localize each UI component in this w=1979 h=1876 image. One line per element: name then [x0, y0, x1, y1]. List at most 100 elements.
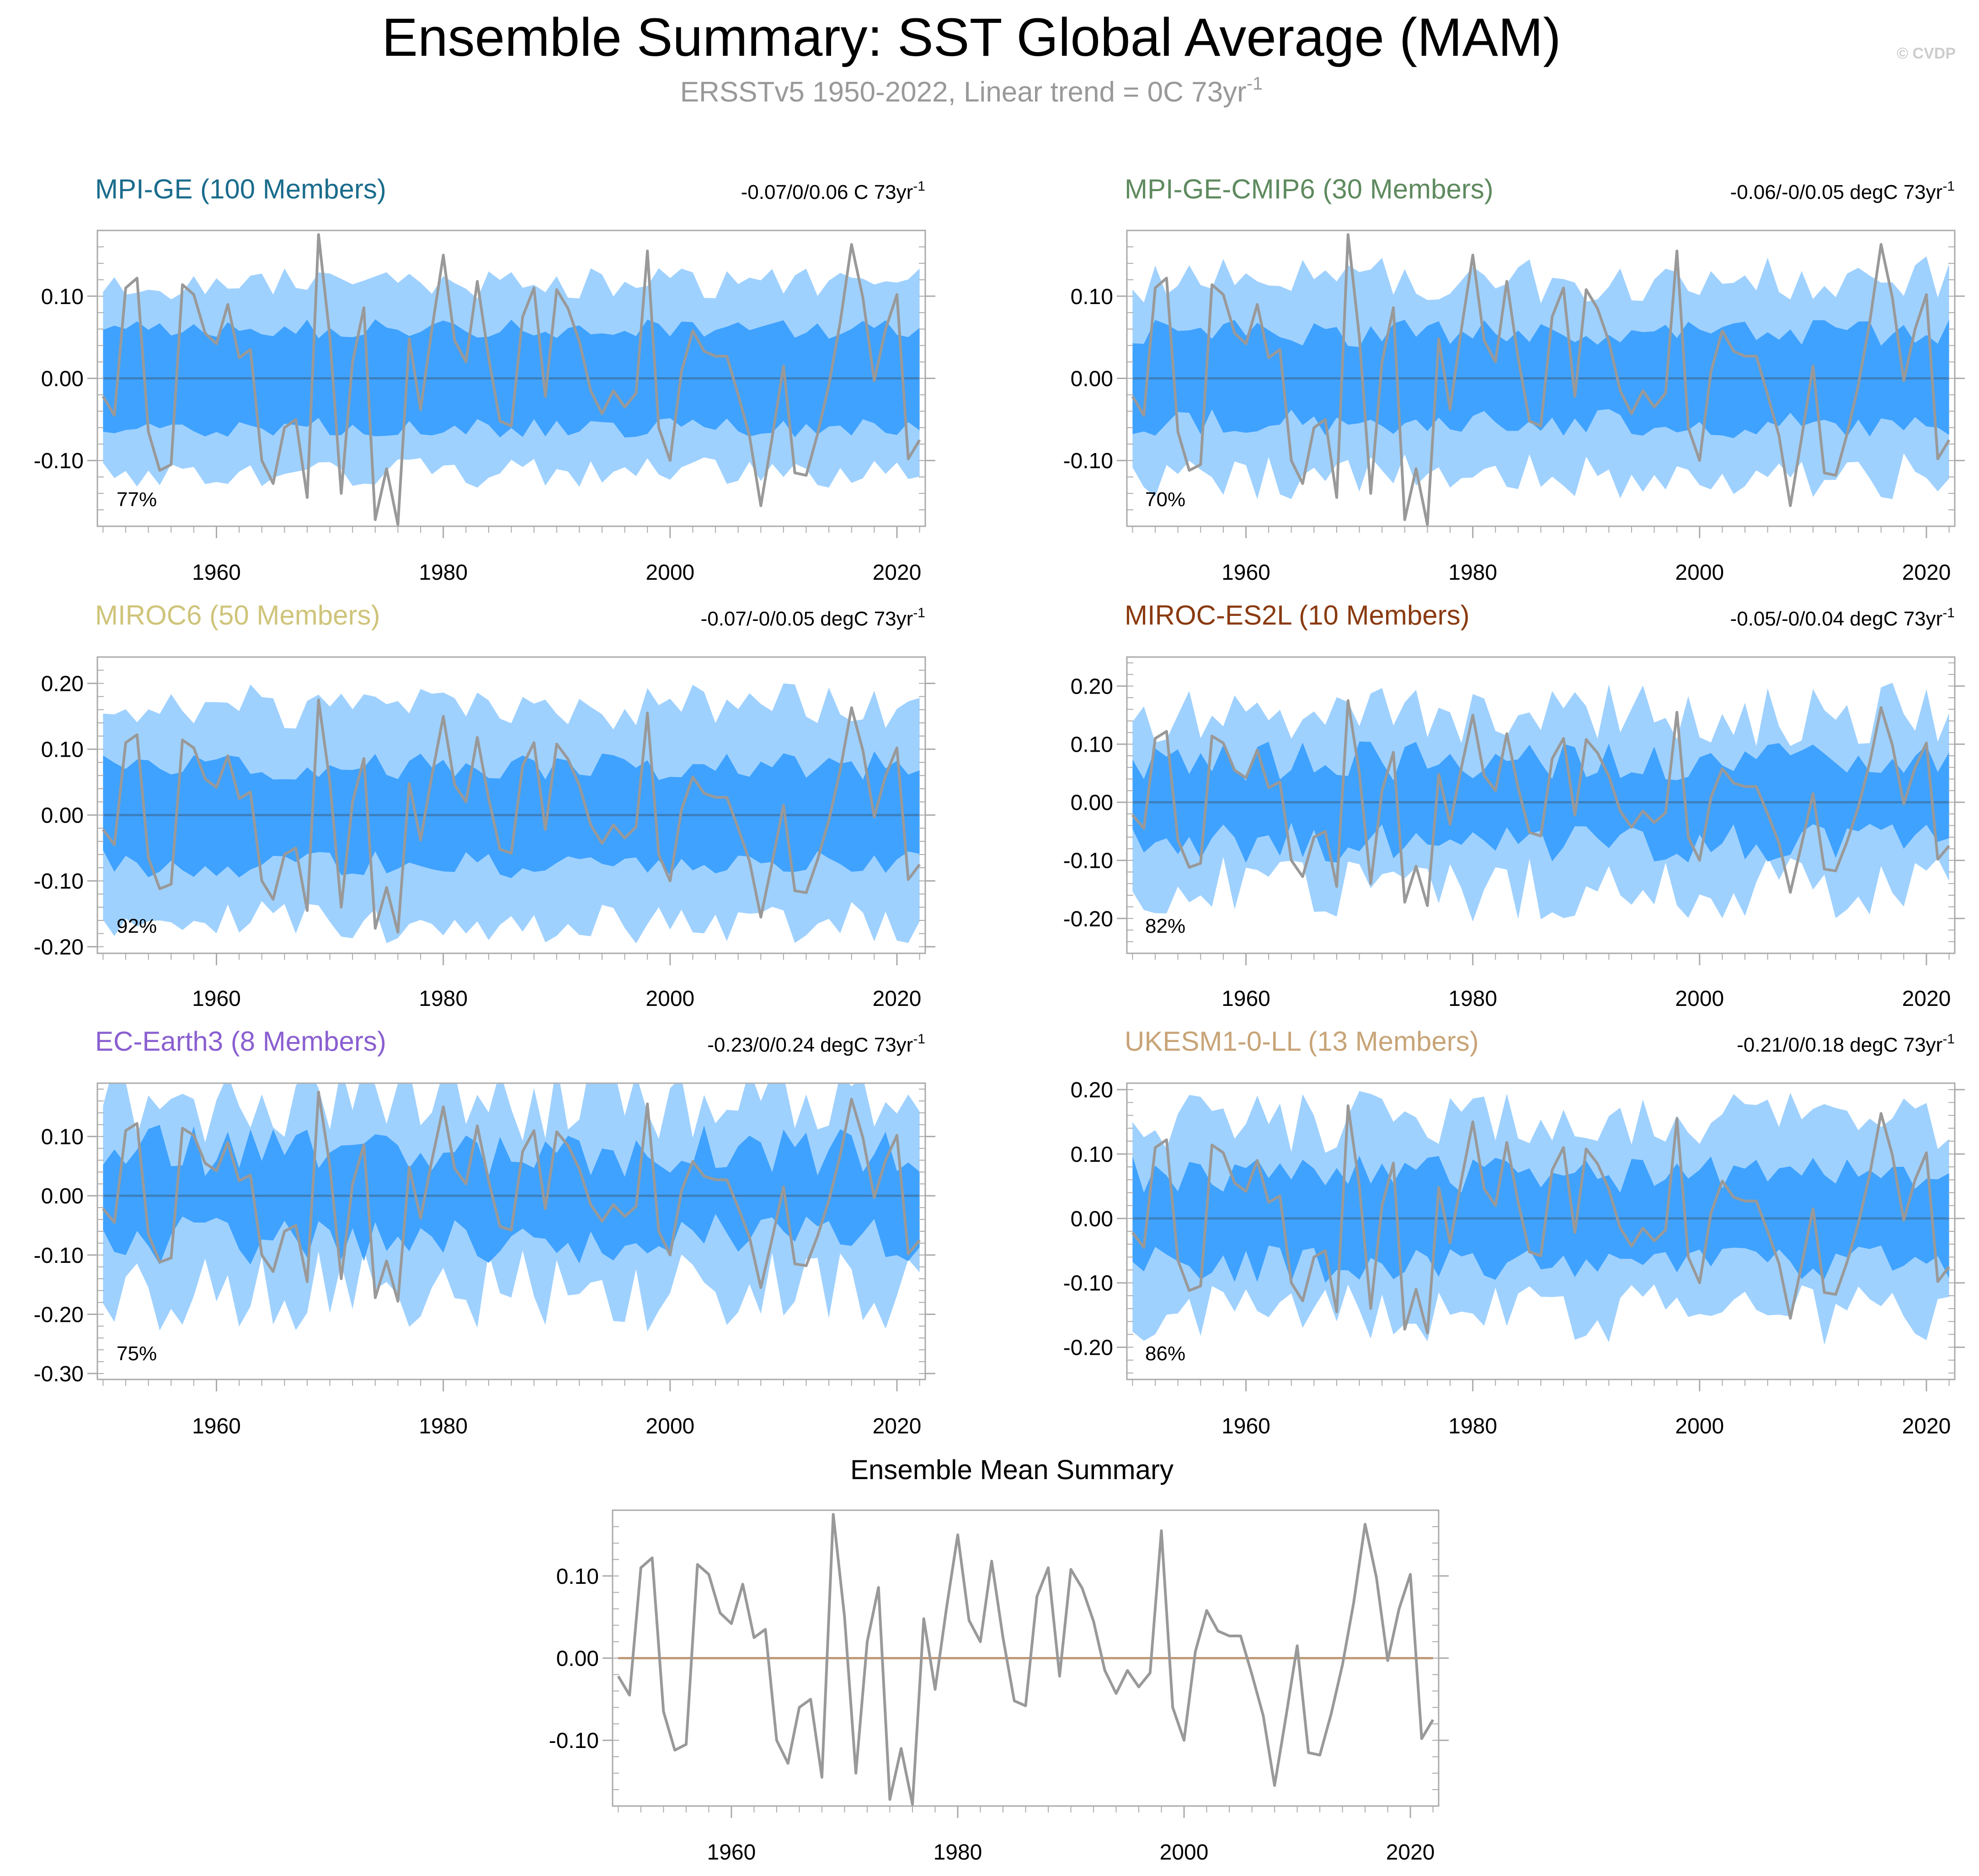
- chart-panel: Ensemble Mean Summary -0.10 0.00 0.10 1960 19…: [549, 1454, 1449, 1865]
- subtitle: ERSSTv5 1950-2022, Linear trend = 0C 73y…: [680, 74, 1263, 108]
- x-tick-label: 1960: [707, 1840, 756, 1865]
- x-tick-label: 2020: [873, 987, 922, 1011]
- y-tick-label: -0.10: [1063, 449, 1113, 473]
- x-tick-label: 1960: [192, 561, 241, 585]
- y-tick-label: -0.20: [34, 935, 84, 960]
- percent-within-range-label: 82%: [1145, 915, 1185, 937]
- x-tick-label: 2000: [645, 987, 694, 1011]
- observation-line: [1131, 699, 1950, 907]
- trend-range-label: -0.07/0/0.06 C 73yr-1: [741, 179, 925, 203]
- x-tick-label: 2020: [1902, 561, 1951, 585]
- trend-range-superscript: -1: [913, 179, 925, 194]
- panel-title: EC-Earth3 (8 Members): [95, 1026, 386, 1057]
- y-tick-label: 0.10: [556, 1565, 599, 1589]
- trend-range-label: -0.23/0/0.24 degC 73yr-1: [707, 1032, 925, 1056]
- x-tick-label: 1960: [1222, 1414, 1270, 1438]
- y-tick-label: 0.20: [1071, 1078, 1113, 1102]
- x-tick-label: 1980: [419, 1414, 468, 1438]
- percent-within-range-label: 86%: [1145, 1342, 1185, 1365]
- panel-title: MIROC-ES2L (10 Members): [1125, 600, 1470, 631]
- plot-area: [1131, 1091, 1950, 1345]
- percent-within-range-label: 70%: [1145, 488, 1185, 511]
- subtitle-text: ERSSTv5 1950-2022, Linear trend = 0C 73y…: [680, 76, 1247, 108]
- plot-area: [102, 1083, 921, 1332]
- chart-panel: MPI-GE-CMIP6 (30 Members) -0.06/-0/0.05 d…: [1063, 174, 1965, 585]
- chart-panel: MIROC6 (50 Members) -0.07/-0/0.05 degC 73…: [34, 600, 935, 1011]
- trend-range-label: -0.05/-0/0.04 degC 73yr-1: [1730, 605, 1955, 630]
- trend-range-text: -0.06/-0/0.05 degC 73yr: [1730, 181, 1943, 203]
- trend-range-superscript: -1: [913, 605, 925, 620]
- x-tick-label: 1960: [192, 1414, 241, 1438]
- plot-area: [1131, 683, 1950, 922]
- x-tick-label: 1980: [1448, 1414, 1497, 1438]
- x-tick-label: 2020: [873, 561, 922, 585]
- x-tick-label: 2000: [1675, 987, 1724, 1011]
- panel-title: UKESM1-0-LL (13 Members): [1125, 1026, 1479, 1057]
- main-title: Ensemble Summary: SST Global Average (MA…: [382, 7, 1561, 68]
- trend-range-superscript: -1: [1942, 179, 1955, 194]
- observation-line: [101, 698, 921, 934]
- trend-range-label: -0.06/-0/0.05 degC 73yr-1: [1730, 179, 1955, 203]
- panel-title: MIROC6 (50 Members): [95, 600, 380, 631]
- trend-range-label: -0.07/-0/0.05 degC 73yr-1: [701, 605, 925, 630]
- observation-line: [101, 233, 921, 526]
- x-tick-label: 1960: [1222, 561, 1270, 585]
- x-tick-label: 1980: [419, 561, 468, 585]
- y-tick-label: 0.20: [1071, 675, 1113, 699]
- y-tick-label: 0.00: [41, 804, 84, 828]
- x-tick-label: 1960: [1222, 987, 1270, 1011]
- panel-title: MPI-GE-CMIP6 (30 Members): [1125, 174, 1494, 204]
- trend-range-text: -0.23/0/0.24 degC 73yr: [707, 1034, 913, 1056]
- x-tick-label: 2000: [1675, 561, 1724, 585]
- y-tick-label: 0.00: [1071, 367, 1113, 391]
- y-tick-label: 0.20: [41, 672, 84, 696]
- plot-area: [101, 233, 921, 526]
- x-tick-label: 1980: [1448, 987, 1497, 1011]
- x-tick-label: 1980: [419, 987, 468, 1011]
- y-tick-label: 0.10: [41, 285, 84, 309]
- panel-title: Ensemble Mean Summary: [850, 1454, 1174, 1485]
- plot-area: [1131, 233, 1951, 526]
- y-tick-label: 0.10: [41, 1125, 84, 1149]
- watermark: © CVDP: [1897, 45, 1956, 62]
- observation-line: [617, 1513, 1435, 1806]
- x-tick-label: 1980: [1448, 561, 1497, 585]
- y-tick-label: -0.10: [34, 1244, 84, 1268]
- chart-panel: EC-Earth3 (8 Members) -0.23/0/0.24 degC 7…: [34, 1026, 935, 1438]
- y-tick-label: 0.00: [1071, 1207, 1113, 1231]
- x-tick-label: 1980: [933, 1840, 982, 1865]
- y-tick-label: -0.20: [1063, 907, 1113, 931]
- y-tick-label: -0.10: [1063, 1272, 1113, 1296]
- trend-range-superscript: -1: [1942, 1032, 1955, 1047]
- x-tick-label: 2020: [873, 1414, 922, 1438]
- y-tick-label: -0.10: [34, 870, 84, 894]
- y-tick-label: -0.30: [34, 1362, 84, 1386]
- chart-panel: MIROC-ES2L (10 Members) -0.05/-0/0.04 deg…: [1063, 600, 1965, 1011]
- plot-area: [101, 683, 921, 944]
- x-tick-label: 2020: [1902, 1414, 1951, 1438]
- y-tick-label: 0.10: [1071, 285, 1113, 309]
- chart-panel: UKESM1-0-LL (13 Members) -0.21/0/0.18 deg…: [1063, 1026, 1965, 1438]
- trend-range-text: -0.07/0/0.06 C 73yr: [741, 181, 913, 203]
- x-tick-label: 2020: [1902, 987, 1951, 1011]
- panels: MPI-GE (100 Members) -0.07/0/0.06 C 73yr-…: [34, 174, 1965, 1865]
- observation-line: [1131, 1104, 1950, 1335]
- x-tick-label: 2020: [1386, 1840, 1435, 1865]
- x-tick-label: 1960: [192, 987, 241, 1011]
- y-tick-label: -0.10: [549, 1729, 599, 1753]
- y-tick-label: -0.20: [34, 1303, 84, 1327]
- y-tick-label: 0.00: [556, 1647, 599, 1671]
- percent-within-range-label: 75%: [117, 1342, 157, 1365]
- observation-line: [1131, 233, 1951, 526]
- y-tick-label: 0.00: [1071, 791, 1113, 815]
- trend-range-text: -0.21/0/0.18 degC 73yr: [1737, 1034, 1942, 1056]
- x-tick-label: 2000: [1160, 1840, 1209, 1865]
- observation-line: [102, 1090, 921, 1303]
- panel-title: MPI-GE (100 Members): [95, 174, 386, 204]
- subtitle-superscript: -1: [1247, 74, 1263, 94]
- x-tick-label: 2000: [1675, 1414, 1724, 1438]
- y-tick-label: 0.10: [1071, 1143, 1113, 1167]
- chart-panel: MPI-GE (100 Members) -0.07/0/0.06 C 73yr-…: [34, 174, 935, 585]
- y-tick-label: -0.10: [1063, 849, 1113, 873]
